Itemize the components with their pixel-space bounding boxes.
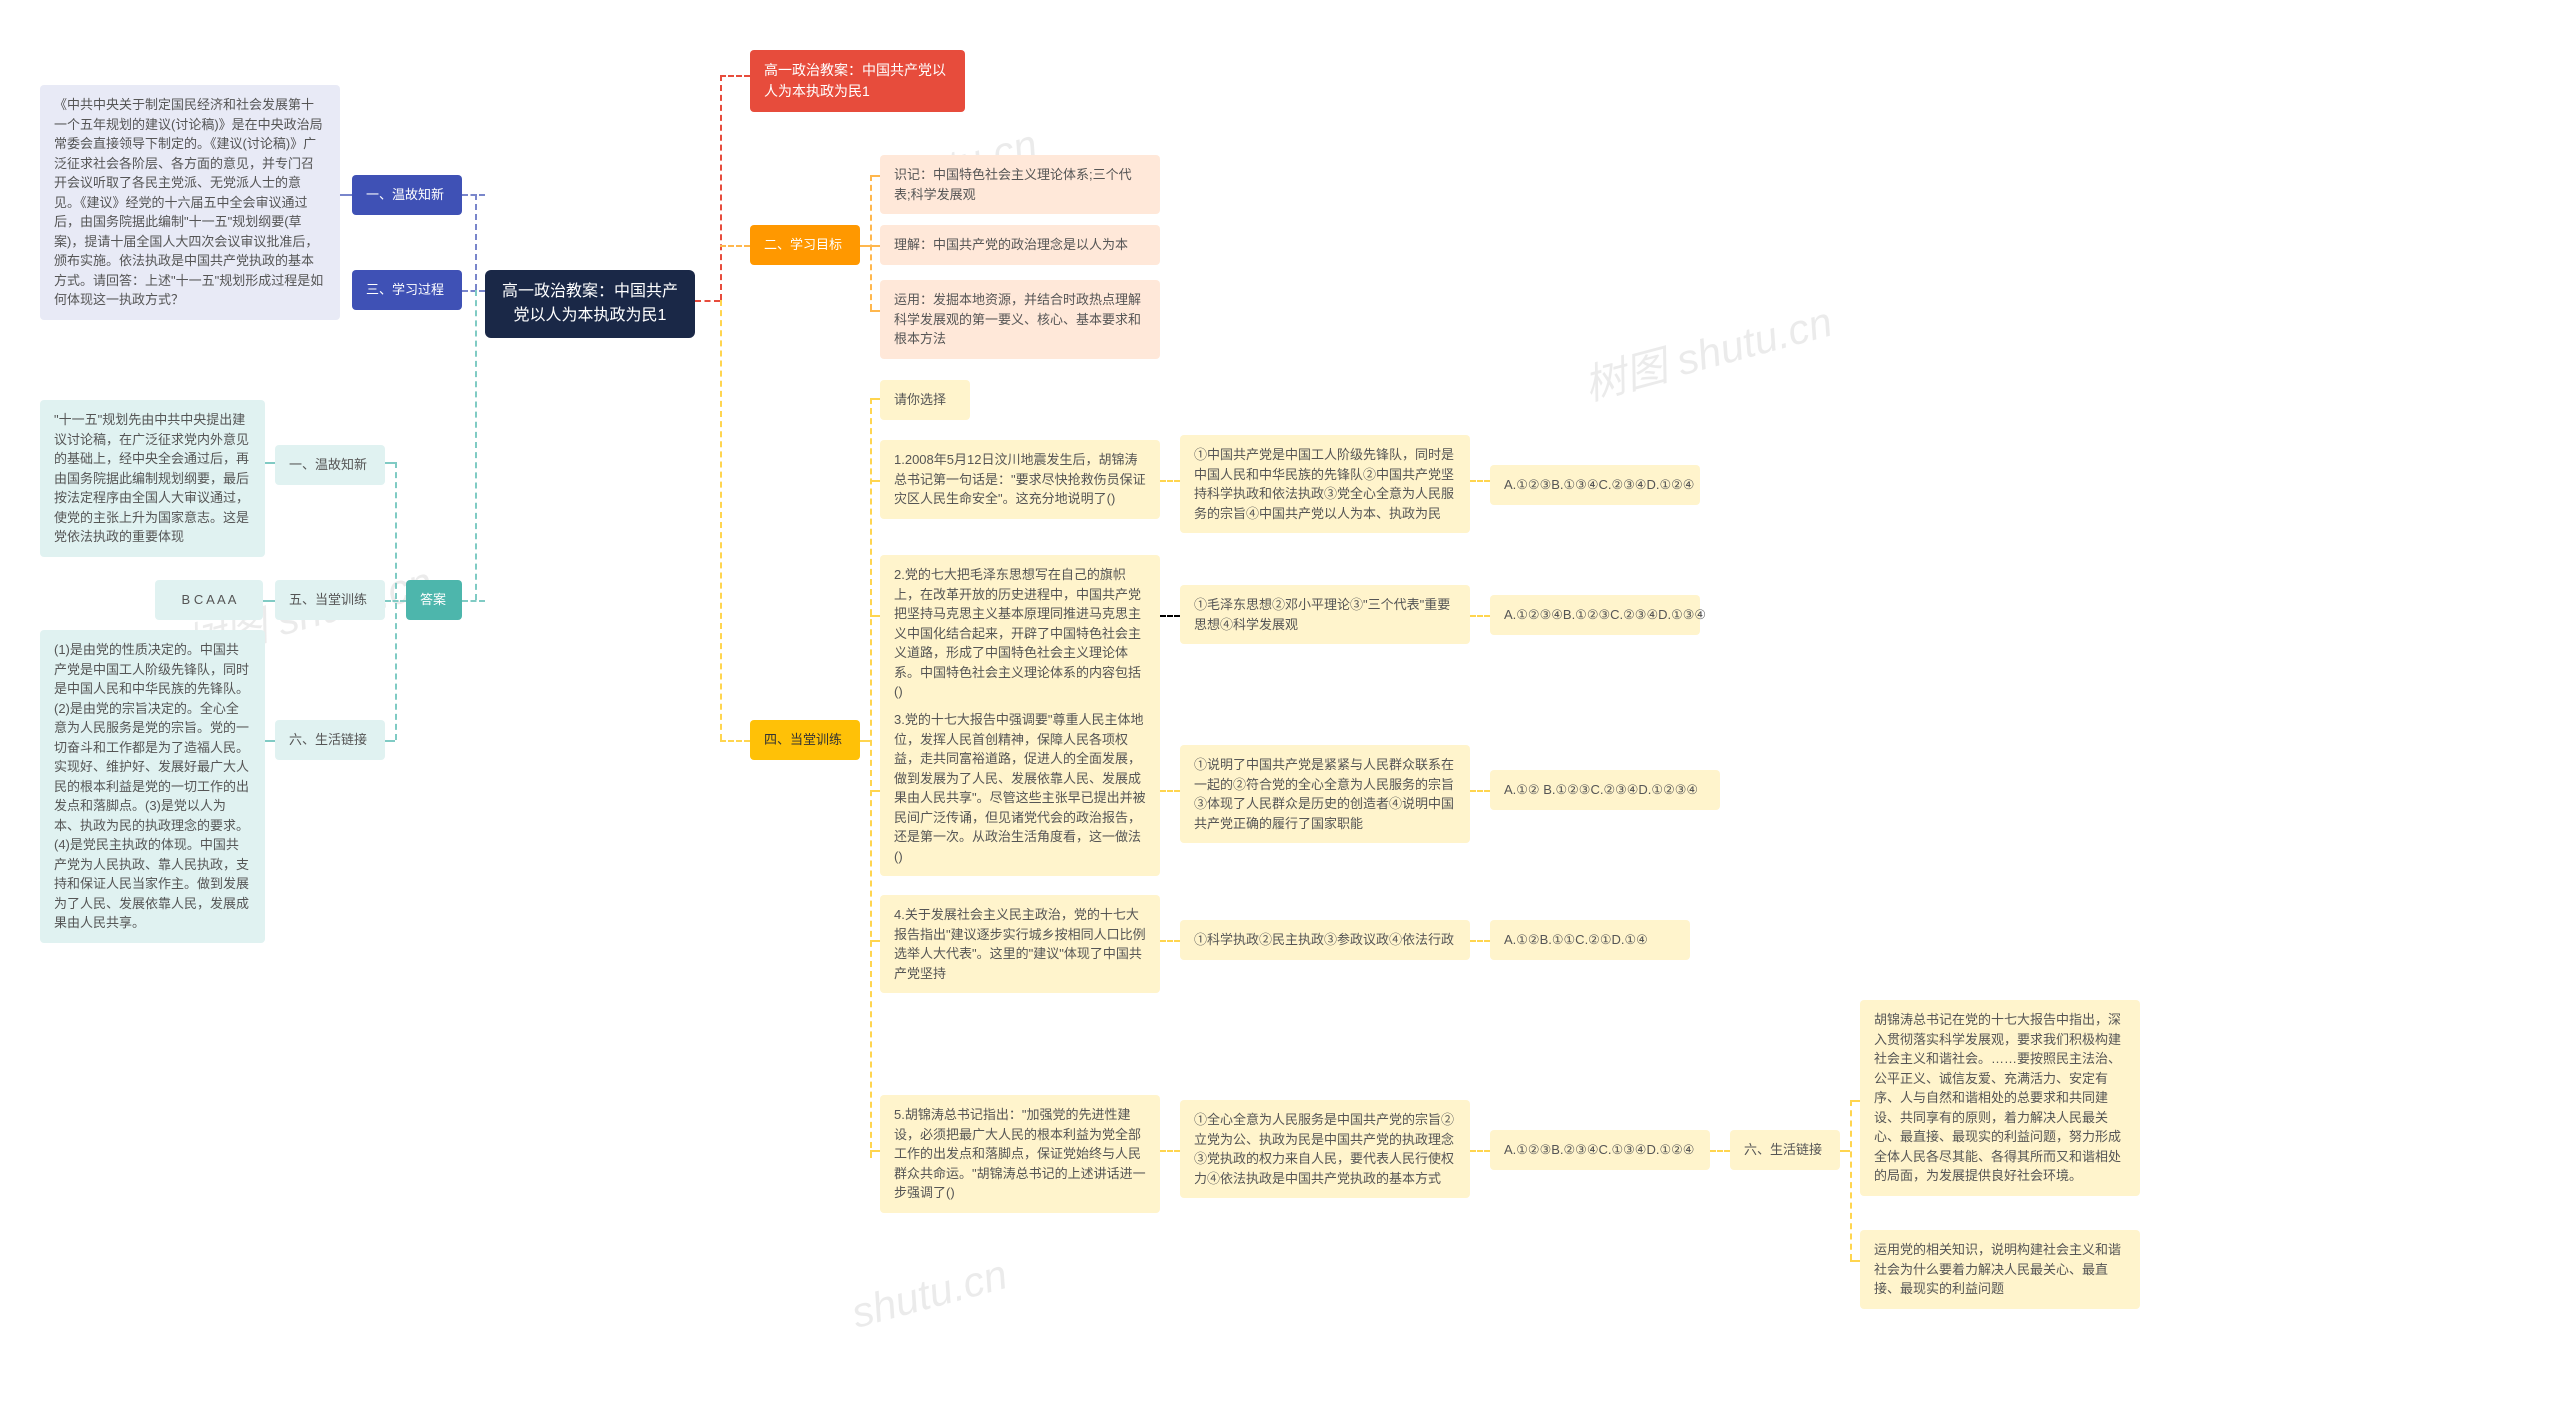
- connector: [340, 194, 352, 196]
- connector: [1470, 480, 1490, 482]
- connector: [1470, 1150, 1490, 1152]
- connector: [462, 600, 485, 602]
- connector: [475, 290, 477, 600]
- watermark: 树图 shutu.cn: [1576, 288, 1838, 413]
- connector: [870, 175, 872, 310]
- q5-link-label: 六、生活链接: [1730, 1130, 1840, 1170]
- connector: [1160, 615, 1180, 617]
- left-section-2[interactable]: 三、学习过程: [352, 270, 462, 310]
- r2-item-0: 识记：中国特色社会主义理论体系;三个代表;科学发展观: [880, 155, 1160, 214]
- q2-choices[interactable]: A.①②③④B.①②③C.②③④D.①③④: [1490, 595, 1700, 635]
- q2: 2.党的七大把毛泽东思想写在自己的旗帜上，在改革开放的历史进程中，中国共产党把坚…: [880, 555, 1160, 712]
- r4-prompt: 请你选择: [880, 380, 970, 420]
- connector: [870, 615, 880, 617]
- connector: [1470, 940, 1490, 942]
- ans-sub2-label: 五、当堂训练: [275, 580, 385, 620]
- connector: [1470, 790, 1490, 792]
- connector: [720, 75, 750, 77]
- connector: [870, 245, 880, 247]
- connector: [385, 462, 395, 464]
- q3-choices[interactable]: A.①② B.①②③C.②③④D.①②③④: [1490, 770, 1720, 810]
- left-box-1: 《中共中央关于制定国民经济和社会发展第十一个五年规划的建议(讨论稿)》是在中央政…: [40, 85, 340, 320]
- connector: [462, 194, 485, 196]
- q5-choices[interactable]: A.①②③B.②③④C.①③④D.①②④: [1490, 1130, 1710, 1170]
- connector: [695, 300, 720, 302]
- connector: [1160, 790, 1180, 792]
- connector: [1850, 1260, 1860, 1262]
- connector: [870, 790, 880, 792]
- connector: [385, 740, 395, 742]
- ans-sub3-label: 六、生活链接: [275, 720, 385, 760]
- ans-sub1-label: 一、温故知新: [275, 445, 385, 485]
- connector: [263, 600, 275, 602]
- q2-opts: ①毛泽东思想②邓小平理论③"三个代表"重要思想④科学发展观: [1180, 585, 1470, 644]
- connector: [1850, 1100, 1860, 1102]
- connector: [870, 940, 880, 942]
- connector: [870, 398, 872, 1158]
- q4-choices[interactable]: A.①②B.①①C.②①D.①④: [1490, 920, 1690, 960]
- connector: [870, 398, 880, 400]
- left-section-1[interactable]: 一、温故知新: [352, 175, 462, 215]
- connector: [265, 462, 275, 464]
- q5-link2: 运用党的相关知识，说明构建社会主义和谐社会为什么要着力解决人民最关心、最直接、最…: [1860, 1230, 2140, 1309]
- connector: [870, 310, 880, 312]
- header-node: 高一政治教案：中国共产党以人为本执政为民1: [750, 50, 965, 112]
- right-section-4[interactable]: 四、当堂训练: [750, 720, 860, 760]
- watermark: shutu.cn: [846, 1250, 1012, 1337]
- root-node[interactable]: 高一政治教案：中国共产党以人为本执政为民1: [485, 270, 695, 338]
- q5-opts: ①全心全意为人民服务是中国共产党的宗旨②立党为公、执政为民是中国共产党的执政理念…: [1180, 1100, 1470, 1198]
- q1-choices[interactable]: A.①②③B.①③④C.②③④D.①②④: [1490, 465, 1700, 505]
- connector: [1840, 1150, 1850, 1152]
- connector: [462, 290, 485, 292]
- connector: [720, 300, 722, 740]
- connector: [1470, 615, 1490, 617]
- q1: 1.2008年5月12日汶川地震发生后，胡锦涛总书记第一句话是："要求尽快抢救伤…: [880, 440, 1160, 519]
- q4: 4.关于发展社会主义民主政治，党的十七大报告指出"建议逐步实行城乡按相同人口比例…: [880, 895, 1160, 993]
- ans-sub1-box: "十一五"规划先由中共中央提出建议讨论稿，在广泛征求党内外意见的基础上，经中央全…: [40, 400, 265, 557]
- q3-opts: ①说明了中国共产党是紧紧与人民群众联系在一起的②符合党的全心全意为人民服务的宗旨…: [1180, 745, 1470, 843]
- q1-opts: ①中国共产党是中国工人阶级先锋队，同时是中国人民和中华民族的先锋队②中国共产党坚…: [1180, 435, 1470, 533]
- ans-sub2-box: B C A A A: [155, 580, 263, 620]
- connector: [1850, 1100, 1852, 1260]
- connector: [475, 194, 477, 290]
- r2-item-1: 理解：中国共产党的政治理念是以人为本: [880, 225, 1160, 265]
- q4-opts: ①科学执政②民主执政③参政议政④依法行政: [1180, 920, 1470, 960]
- connector: [1160, 940, 1180, 942]
- ans-sub3-box: (1)是由党的性质决定的。中国共产党是中国工人阶级先锋队，同时是中国人民和中华民…: [40, 630, 265, 943]
- connector: [870, 480, 880, 482]
- connector: [720, 245, 750, 247]
- connector: [1710, 1150, 1730, 1152]
- connector: [385, 600, 406, 602]
- q5-link1: 胡锦涛总书记在党的十七大报告中指出，深入贯彻落实科学发展观，要求我们积极构建社会…: [1860, 1000, 2140, 1196]
- q5: 5.胡锦涛总书记指出："加强党的先进性建设，必须把最广大人民的根本利益为党全部工…: [880, 1095, 1160, 1213]
- connector: [870, 1150, 880, 1152]
- right-section-2[interactable]: 二、学习目标: [750, 225, 860, 265]
- connector: [720, 75, 722, 300]
- connector: [720, 740, 750, 742]
- connector: [1160, 1150, 1180, 1152]
- connector: [860, 740, 870, 742]
- connector: [265, 740, 275, 742]
- connector: [1160, 480, 1180, 482]
- connector: [860, 245, 870, 247]
- r2-item-2: 运用：发掘本地资源，并结合时政热点理解科学发展观的第一要义、核心、基本要求和根本…: [880, 280, 1160, 359]
- left-answers[interactable]: 答案: [406, 580, 462, 620]
- q3: 3.党的十七大报告中强调要"尊重人民主体地位，发挥人民首创精神，保障人民各项权益…: [880, 700, 1160, 876]
- connector: [870, 175, 880, 177]
